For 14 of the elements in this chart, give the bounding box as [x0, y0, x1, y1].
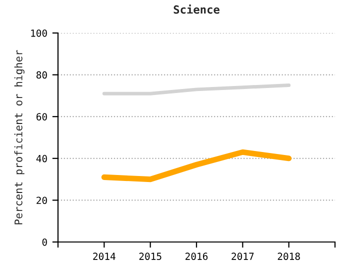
- y-tick-label: 100: [31, 30, 47, 37]
- y-axis-title: Percent proficient or higher: [14, 50, 24, 224]
- chart-title: Science: [174, 4, 220, 14]
- y-tick-label: 40: [36, 154, 47, 162]
- y-tick-label: 80: [36, 71, 47, 79]
- line-series: [102, 84, 291, 96]
- y-tick-label: 20: [36, 196, 47, 204]
- y-tick-label: 0: [42, 238, 47, 246]
- x-tick-label: 2018: [278, 252, 300, 260]
- x-tick-label: 2014: [93, 252, 116, 260]
- x-tick-label: 2015: [139, 252, 162, 260]
- x-tick-label: 2016: [186, 252, 208, 260]
- x-tick-label: 2017: [232, 252, 254, 260]
- y-tick-label: 60: [36, 113, 47, 120]
